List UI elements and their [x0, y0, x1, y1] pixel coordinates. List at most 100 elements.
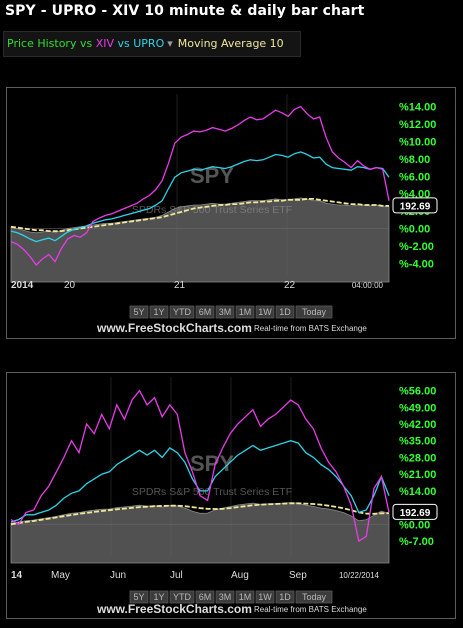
timeframe-button-label: 5Y	[133, 307, 144, 317]
watermark-name: SPDRs S&P 500 Trust Series ETF	[132, 204, 292, 216]
y-tick-label: %0.00	[399, 519, 430, 531]
series-xiv-line	[10, 105, 390, 266]
legend-moving-average[interactable]: Moving Average 10	[177, 37, 284, 50]
timeframe-button-5y[interactable]: 5Y	[129, 305, 149, 319]
timeframe-button-1w[interactable]: 1W	[255, 590, 275, 604]
last-price-label: 192.69	[400, 201, 431, 212]
y-tick-label: %0.00	[399, 224, 430, 236]
timeframe-button-ytd[interactable]: YTD	[169, 590, 195, 604]
series-upro-line	[10, 151, 390, 243]
timeframe-button-bg	[215, 590, 235, 604]
timeframe-button-bg	[275, 590, 295, 604]
timeframe-button-bg	[295, 305, 333, 319]
chart-panel-daily[interactable]: SPY SPDRs S&P 500 Trust Series ETF %56.00%…	[6, 372, 456, 619]
timeframe-button-bg	[149, 305, 169, 319]
timeframe-button-bg	[255, 590, 275, 604]
timeframe-button-bg	[149, 590, 169, 604]
legend-price-history[interactable]: Price History	[7, 37, 77, 50]
timeframe-button-1d[interactable]: 1D	[275, 590, 295, 604]
series-upro-line	[10, 440, 390, 523]
timeframe-button-label: 1M	[239, 592, 252, 602]
legend-vs-2: vs	[114, 37, 134, 50]
last-price-label: 192.69	[400, 508, 431, 519]
timeframe-button-bg	[129, 305, 149, 319]
timeframe-button-1y[interactable]: 1Y	[149, 590, 169, 604]
timeframe-button-bg	[169, 590, 195, 604]
timeframe-button-6m[interactable]: 6M	[195, 590, 215, 604]
last-price-box	[392, 197, 438, 214]
timeframe-button-label: 3M	[219, 307, 232, 317]
timeframe-button-1d[interactable]: 1D	[275, 305, 295, 319]
chevron-down-icon[interactable]: ▾	[167, 37, 173, 50]
timeframe-button-6m[interactable]: 6M	[195, 305, 215, 319]
y-tick-label: %21.00	[399, 469, 436, 481]
x-tick-label: Jun	[110, 570, 126, 581]
timeframe-button-1m[interactable]: 1M	[235, 590, 255, 604]
y-tick-label: %-7.00	[399, 536, 434, 548]
watermark-symbol: SPY	[190, 451, 234, 476]
footer-site-link[interactable]: www.FreeStockCharts.com	[96, 321, 252, 335]
legend-vs-1: vs	[76, 37, 96, 50]
timeframe-button-1m[interactable]: 1M	[235, 305, 255, 319]
timeframe-button-label: YTD	[173, 307, 192, 317]
timeframe-button-bg	[275, 305, 295, 319]
footer-site-link[interactable]: www.FreeStockCharts.com	[96, 602, 252, 616]
x-tick-label: Jul	[170, 570, 183, 581]
page-title: SPY - UPRO - XIV 10 minute & daily bar c…	[5, 3, 365, 19]
x-tick-label: 21	[174, 280, 186, 291]
timeframe-button-label: Today	[302, 592, 327, 602]
timeframe-button-1y[interactable]: 1Y	[149, 305, 169, 319]
series-moving-average-10-line	[10, 502, 390, 526]
y-tick-label: %10.00	[399, 137, 436, 149]
timeframe-button-1w[interactable]: 1W	[255, 305, 275, 319]
x-tick-label: 10/22/2014	[339, 571, 380, 580]
legend-xiv[interactable]: XIV	[95, 37, 115, 50]
footer-realtime-note: Real-time from BATS Exchange	[254, 605, 367, 614]
timeframe-button-label: Today	[302, 307, 327, 317]
timeframe-button-bg	[235, 305, 255, 319]
timeframe-button-bg	[215, 305, 235, 319]
timeframe-button-label: 5Y	[133, 592, 144, 602]
chart-daily: SPY SPDRs S&P 500 Trust Series ETF %56.00%…	[10, 377, 438, 616]
x-tick-label: 2014	[11, 280, 34, 291]
timeframe-button-bg	[195, 590, 215, 604]
series-spy-area	[10, 197, 390, 283]
timeframe-button-bg	[255, 305, 275, 319]
y-tick-label: %14.00	[399, 102, 436, 114]
timeframe-button-bg	[129, 590, 149, 604]
y-tick-label: %42.00	[399, 419, 436, 431]
timeframe-button-3m[interactable]: 3M	[215, 590, 235, 604]
timeframe-button-today[interactable]: Today	[295, 590, 333, 604]
series-spy-area	[10, 502, 390, 564]
legend-upro[interactable]: UPRO	[133, 37, 165, 50]
x-tick-label: Sep	[289, 570, 307, 581]
timeframe-button-label: 3M	[219, 592, 232, 602]
x-tick-label: 14	[11, 570, 23, 581]
timeframe-button-label: 1W	[258, 307, 272, 317]
y-tick-label: %6.00	[399, 171, 430, 183]
timeframe-button-label: 1W	[258, 592, 272, 602]
x-tick-label: 04:00:00	[352, 281, 384, 290]
timeframe-button-ytd[interactable]: YTD	[169, 305, 195, 319]
x-tick-label: 22	[284, 280, 296, 291]
legend-bar[interactable]: Price History vs XIV vs UPRO ▾ Moving Aver…	[3, 31, 301, 57]
timeframe-button-label: 1Y	[153, 307, 164, 317]
x-tick-label: Aug	[231, 570, 249, 581]
timeframe-button-today[interactable]: Today	[295, 305, 333, 319]
y-tick-label: %35.00	[399, 436, 436, 448]
timeframe-button-label: 6M	[199, 592, 212, 602]
watermark-name: SPDRs S&P 500 Trust Series ETF	[132, 486, 292, 498]
chart-panel-10-minute[interactable]: SPY SPDRs S&P 500 Trust Series ETF %14.00%…	[6, 87, 456, 339]
series-xiv-line	[10, 389, 390, 543]
timeframe-button-label: 1D	[279, 307, 291, 317]
last-price-box	[392, 503, 438, 520]
y-tick-label: %49.00	[399, 402, 436, 414]
timeframe-button-bg	[169, 305, 195, 319]
y-tick-label: %12.00	[399, 119, 436, 131]
timeframe-button-5y[interactable]: 5Y	[129, 590, 149, 604]
y-tick-label: %28.00	[399, 452, 436, 464]
timeframe-button-bg	[295, 590, 333, 604]
timeframe-button-label: 6M	[199, 307, 212, 317]
timeframe-button-3m[interactable]: 3M	[215, 305, 235, 319]
